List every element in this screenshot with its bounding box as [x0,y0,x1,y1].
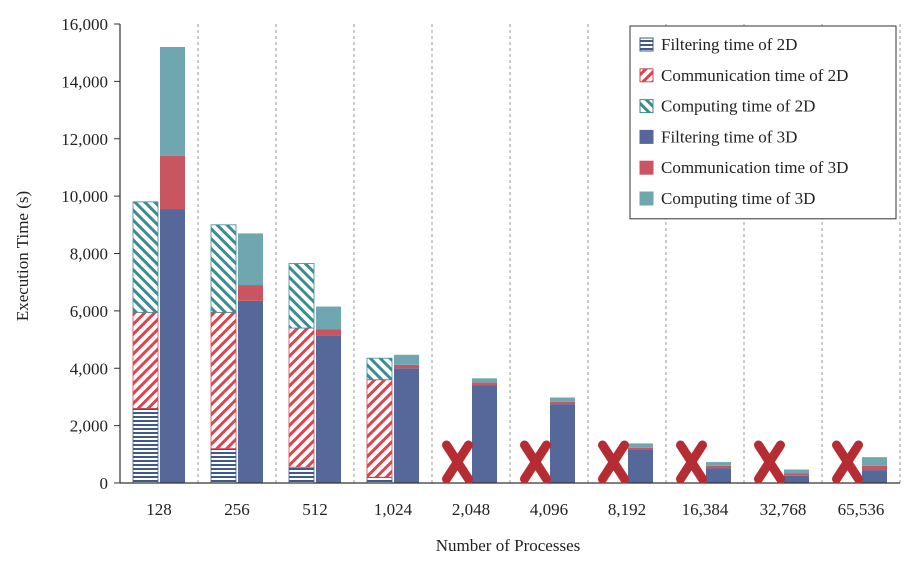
legend-swatch [639,129,654,144]
y-tick-labels: 0 2,000 4,000 6,000 8,000 10,000 12,000 14,000 1… [61,15,120,493]
unavailable-marker [598,440,629,484]
unavailable-marker-stroke [832,440,863,484]
grid-lines [197,24,901,483]
unavailable-marker [754,440,785,484]
bar-segment [160,46,185,156]
bars [132,46,887,484]
x-tick-label: 16,384 [682,500,729,519]
legend-swatch [639,37,654,52]
legend-label: Communication time of 3D [661,158,848,177]
y-tick-label: 14,000 [61,72,108,91]
y-axis-label: Execution Time (s) [13,191,32,321]
legend-swatch [639,99,654,114]
unavailable-marker-stroke [676,440,707,484]
bar-segment [160,209,185,484]
legend-swatch [639,191,654,206]
bar-segment [394,368,419,483]
unavailable-marker [832,440,863,484]
unavailable-markers [442,440,863,484]
bar-segment [550,401,575,405]
bar-segment [862,465,887,471]
x-tick-label: 8,192 [608,500,646,519]
unavailable-marker [520,440,551,484]
legend-swatch [639,160,654,175]
bar-segment [288,466,315,484]
bar-segment [628,450,653,483]
bar-segment [472,382,497,386]
unavailable-marker [442,440,473,484]
bar-segment [550,404,575,483]
y-tick-label: 0 [100,474,109,493]
x-tick-label: 512 [302,500,328,519]
y-tick-label: 6,000 [70,302,108,321]
bar-segment [316,329,341,336]
x-tick-label: 128 [146,500,172,519]
y-tick-label: 8,000 [70,245,108,264]
bar-segment [394,364,419,369]
unavailable-marker-stroke [520,440,551,484]
y-tick-label: 16,000 [61,15,108,34]
bar-segment [706,462,731,466]
legend-box [629,25,897,220]
bar-segment [210,224,237,313]
unavailable-marker-stroke [754,440,785,484]
bar-segment [366,379,393,478]
bar-segment [210,311,237,449]
unavailable-marker-stroke [598,440,629,484]
bar-segment [132,408,159,484]
bar-segment [628,443,653,448]
y-tick-label: 2,000 [70,417,108,436]
x-axis-label: Number of Processes [436,536,580,555]
legend-label: Computing time of 3D [661,189,815,208]
unavailable-marker-stroke [442,440,473,484]
x-tick-label: 2,048 [452,500,490,519]
y-tick-label: 12,000 [61,130,108,149]
bar-segment [628,447,653,451]
x-tick-label: 256 [224,500,250,519]
bar-segment [288,263,315,329]
bar-segment [238,233,263,286]
bar-segment [316,306,341,330]
legend-swatch [639,68,654,83]
legend-label: Filtering time of 2D [661,35,797,54]
legend: Filtering time of 2D Communication time o… [629,25,897,220]
bar-segment [288,327,315,468]
y-tick-label: 4,000 [70,359,108,378]
bar-segment [784,473,809,476]
legend-label: Filtering time of 3D [661,127,797,146]
bar-segment [132,311,159,409]
bar-segment [210,448,237,484]
legend-label: Communication time of 2D [661,66,848,85]
x-tick-labels: 128 256 512 1,024 2,048 4,096 8,192 16,384 32,76… [146,500,884,519]
bar-segment [366,476,393,484]
bar-segment [472,378,497,383]
bar-segment [862,457,887,466]
bar-segment [238,285,263,301]
bar-segment [550,397,575,402]
bar-segment [316,335,341,483]
x-tick-label: 4,096 [530,500,568,519]
y-tick-label: 10,000 [61,187,108,206]
bar-segment [862,470,887,483]
unavailable-marker [676,440,707,484]
bar-segment [394,354,419,365]
x-tick-label: 1,024 [374,500,413,519]
bar-segment [706,465,731,469]
bar-segment [472,385,497,483]
bar-segment [784,469,809,474]
bar-segment [706,468,731,483]
bar-segment [132,201,159,313]
x-tick-label: 32,768 [760,500,807,519]
bar-segment [784,475,809,483]
bar-segment [160,155,185,210]
bar-segment [366,357,393,381]
legend-label: Computing time of 2D [661,97,815,116]
x-tick-label: 65,536 [838,500,885,519]
bar-segment [238,300,263,483]
